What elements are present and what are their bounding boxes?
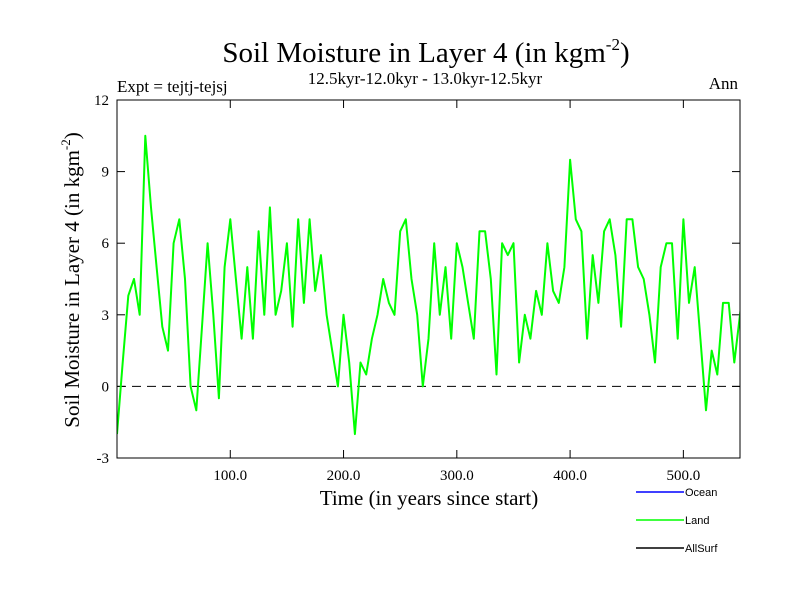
y-axis-label: Soil Moisture in Layer 4 (in kgm-2) <box>58 132 84 427</box>
chart-title: Soil Moisture in Layer 4 (in kgm-2) <box>222 35 629 69</box>
x-tick-label: 300.0 <box>440 468 474 484</box>
x-tick-label: 400.0 <box>553 468 587 484</box>
experiment-label: Expt = tejtj-tejsj <box>117 77 228 96</box>
y-tick-label: 9 <box>102 165 110 181</box>
series-line-land <box>117 134 740 436</box>
x-tick-label: 200.0 <box>327 468 361 484</box>
legend-item-land: Land <box>636 515 709 527</box>
x-axis-label: Time (in years since start) <box>320 486 539 510</box>
legend-item-allsurf: AllSurf <box>636 543 718 555</box>
y-tick-label: 0 <box>102 379 110 395</box>
legend-label-ocean: Ocean <box>685 487 717 499</box>
legend-label-land: Land <box>685 515 709 527</box>
x-tick-label: 500.0 <box>666 468 700 484</box>
chart-subtitle: 12.5kyr-12.0kyr - 13.0kyr-12.5kyr <box>308 69 543 88</box>
season-label: Ann <box>709 74 739 93</box>
plot-frame <box>116 99 741 459</box>
y-tick-label: 3 <box>102 308 110 324</box>
legend-label-allsurf: AllSurf <box>685 543 718 555</box>
y-tick-label: 6 <box>102 236 110 252</box>
x-tick-label: 100.0 <box>213 468 247 484</box>
x-axis-ticks: 100.0 200.0 300.0 400.0 500.0 <box>213 100 700 484</box>
legend: Ocean Land AllSurf <box>636 487 718 555</box>
legend-item-ocean: Ocean <box>636 487 717 499</box>
y-tick-label: -3 <box>97 451 110 467</box>
y-tick-label: 12 <box>94 93 109 109</box>
